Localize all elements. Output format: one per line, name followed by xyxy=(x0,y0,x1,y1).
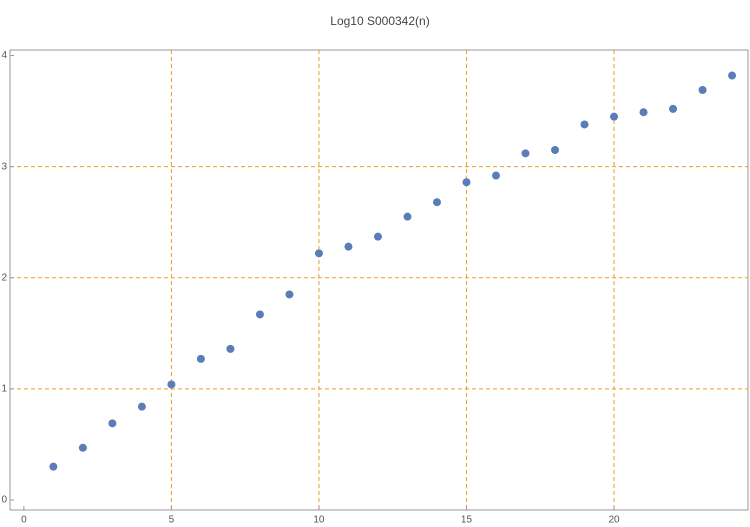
y-tick-label: 2 xyxy=(1,272,7,283)
data-point xyxy=(285,290,294,299)
data-point xyxy=(728,71,737,80)
x-tick-label: 5 xyxy=(169,515,175,526)
data-point xyxy=(403,212,412,221)
data-point xyxy=(373,232,382,241)
x-tick-label: 20 xyxy=(608,515,620,526)
data-point xyxy=(344,242,353,251)
data-point xyxy=(639,108,648,117)
data-point xyxy=(521,149,530,158)
data-point xyxy=(698,86,707,94)
data-point xyxy=(432,198,441,207)
data-point xyxy=(669,104,678,113)
chart-title: Log10 S000342(n) xyxy=(330,14,429,28)
data-point xyxy=(196,354,205,363)
x-tick-label: 10 xyxy=(313,515,325,526)
y-tick-label: 0 xyxy=(1,495,7,506)
data-point xyxy=(49,462,58,471)
data-point xyxy=(137,402,146,411)
data-point xyxy=(78,443,87,452)
data-point xyxy=(551,146,560,154)
plot-frame xyxy=(9,49,749,511)
data-point xyxy=(255,310,264,319)
data-point xyxy=(492,171,500,180)
y-tick-label: 3 xyxy=(1,161,7,172)
y-tick-label: 1 xyxy=(1,384,7,395)
data-point xyxy=(314,249,323,258)
data-point xyxy=(167,380,176,389)
data-point xyxy=(108,419,117,428)
x-tick-label: 15 xyxy=(461,515,473,526)
data-point xyxy=(610,112,619,121)
data-point xyxy=(580,120,589,129)
x-tick-label: 0 xyxy=(21,515,27,526)
data-point xyxy=(462,178,471,187)
data-point xyxy=(226,344,235,353)
y-tick-label: 4 xyxy=(1,50,7,61)
